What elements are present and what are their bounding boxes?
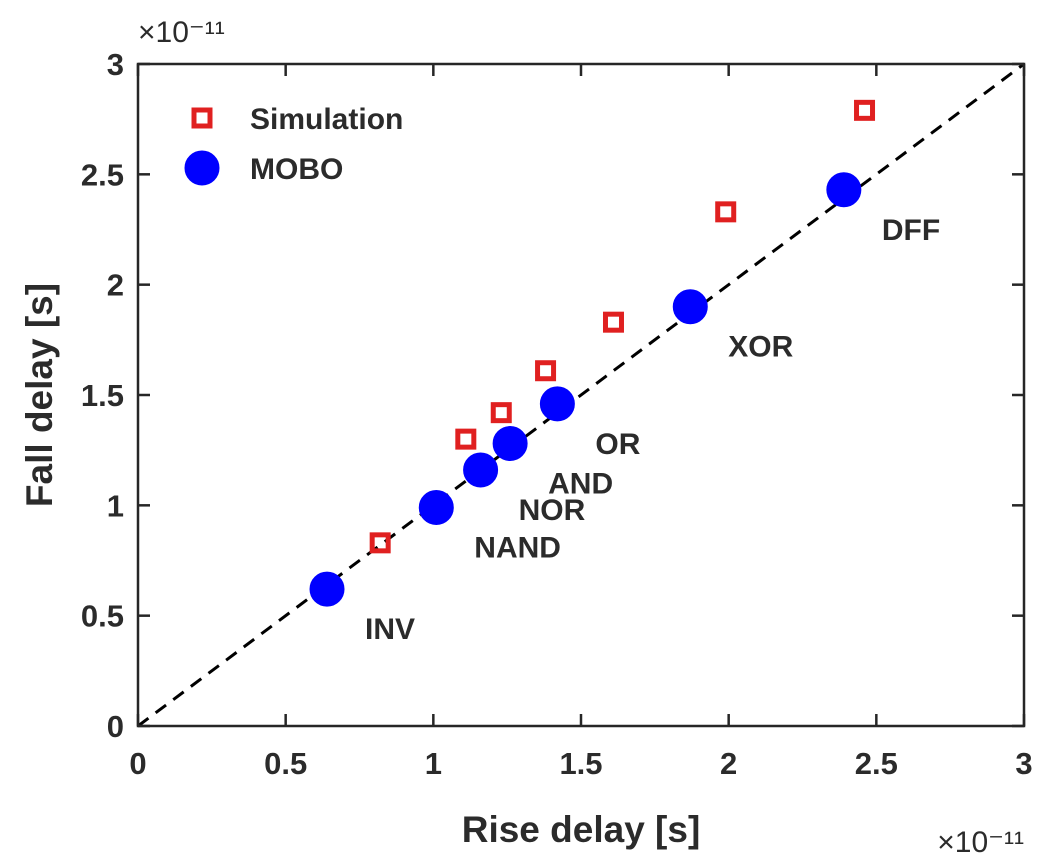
x-tick-label: 1.5 <box>559 746 602 781</box>
point-label-xor: XOR <box>728 331 793 364</box>
y-tick-label: 2 <box>107 268 124 303</box>
point-label-nor: NOR <box>519 494 586 527</box>
x-tick-label: 0.5 <box>264 746 307 781</box>
point-label-and: AND <box>548 468 613 501</box>
y-tick-label: 2.5 <box>81 157 124 192</box>
mobo-point <box>672 289 708 325</box>
legend: Simulation MOBO <box>184 103 403 186</box>
legend-label-simulation: Simulation <box>250 103 403 136</box>
point-label-dff: DFF <box>882 214 940 247</box>
mobo-point <box>418 490 454 526</box>
simulation-point <box>854 99 876 121</box>
x-tick-label: 2.5 <box>855 746 898 781</box>
simulation-point <box>602 311 624 333</box>
y-exponent-label: ×10⁻¹¹ <box>138 16 225 49</box>
simulation-point <box>490 402 512 424</box>
y-tick-label: 3 <box>107 47 124 82</box>
simulation-point <box>369 532 391 554</box>
reference-line-y-equals-x <box>137 62 1025 728</box>
x-tick-label: 0 <box>129 746 146 781</box>
mobo-point <box>539 386 575 422</box>
x-axis-label: Rise delay [s] <box>462 809 701 850</box>
legend-simulation-marker <box>191 107 213 129</box>
point-label-or: OR <box>595 428 640 461</box>
legend-label-mobo: MOBO <box>250 153 343 186</box>
simulation-point <box>455 428 477 450</box>
x-tick-label: 1 <box>425 746 442 781</box>
y-tick-label: 1 <box>107 488 124 523</box>
simulation-point <box>715 201 737 223</box>
y-tick-label: 0 <box>107 709 124 744</box>
y-axis-label: Fall delay [s] <box>19 283 60 507</box>
y-tick-label: 1.5 <box>81 378 124 413</box>
x-tick-label: 2 <box>720 746 737 781</box>
simulation-point <box>535 360 557 382</box>
point-label-inv: INV <box>365 613 415 646</box>
points-layer <box>309 99 876 607</box>
x-tick-label: 3 <box>1015 746 1032 781</box>
point-label-nand: NAND <box>474 532 561 565</box>
legend-mobo-marker <box>184 150 220 186</box>
mobo-point <box>463 452 499 488</box>
mobo-point <box>492 426 528 462</box>
mobo-point <box>826 172 862 208</box>
axes-layer: 0 0.5 1 1.5 2 2.5 3 0 0.5 1 1.5 2 2.5 3 <box>81 47 1033 781</box>
x-exponent-label: ×10⁻¹¹ <box>937 826 1024 859</box>
y-tick-label: 0.5 <box>81 599 124 634</box>
reference-line-layer <box>137 62 1025 728</box>
mobo-point <box>309 571 345 607</box>
